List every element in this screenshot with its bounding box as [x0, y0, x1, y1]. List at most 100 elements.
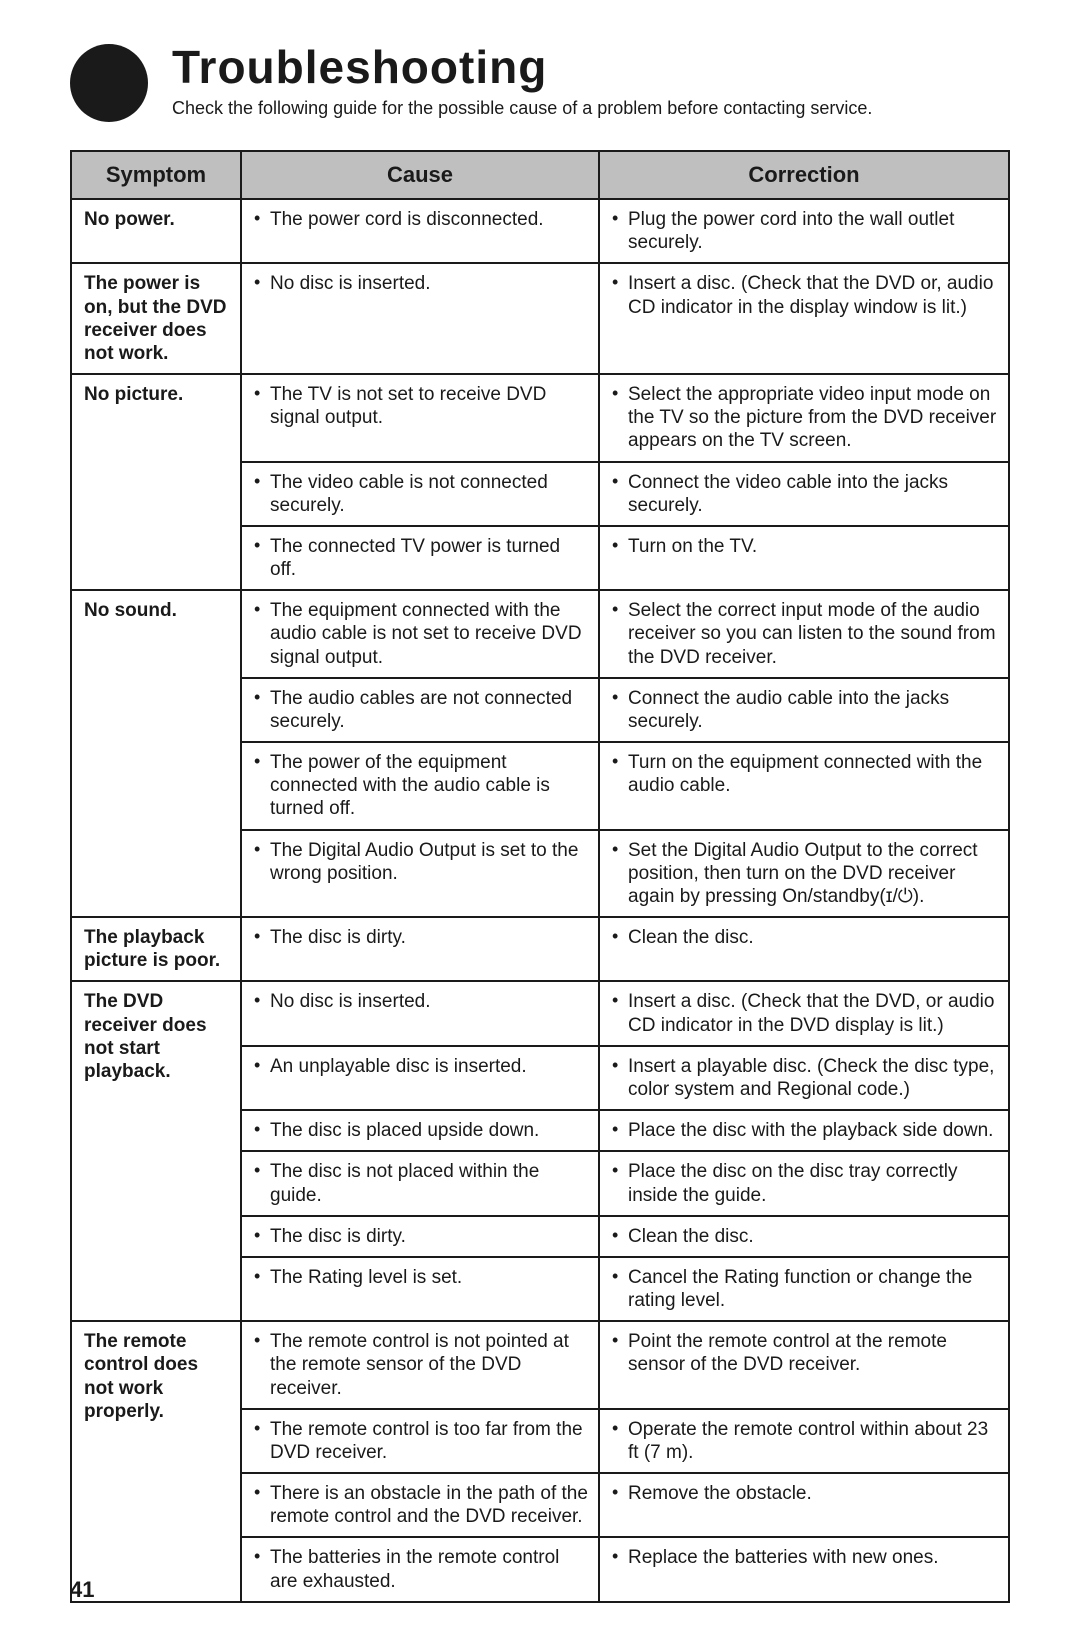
- table-row: The playback picture is poor. The disc is…: [71, 917, 1009, 981]
- correction-text: Place the disc on the disc tray correctl…: [612, 1160, 998, 1206]
- correction-cell: Insert a disc. (Check that the DVD, or a…: [599, 981, 1009, 1045]
- correction-cell: Turn on the equipment connected with the…: [599, 742, 1009, 830]
- correction-cell: Operate the remote control within about …: [599, 1409, 1009, 1473]
- correction-cell: Point the remote control at the remote s…: [599, 1321, 1009, 1409]
- page: Troubleshooting Check the following guid…: [0, 0, 1080, 1633]
- cause-cell: The power of the equipment connected wit…: [241, 742, 599, 830]
- table-body: No power.The power cord is disconnected.…: [71, 199, 1009, 1602]
- correction-text: Connect the video cable into the jacks s…: [612, 471, 998, 517]
- header-row: Troubleshooting Check the following guid…: [70, 40, 1010, 122]
- cause-text: The TV is not set to receive DVD signal …: [254, 383, 588, 429]
- correction-text: Select the appropriate video input mode …: [612, 383, 998, 453]
- cause-text: The equipment connected with the audio c…: [254, 599, 588, 669]
- cause-cell: The equipment connected with the audio c…: [241, 590, 599, 678]
- symptom-cell: The remote control does not work properl…: [71, 1321, 241, 1602]
- page-title: Troubleshooting: [172, 40, 1010, 94]
- cause-cell: The TV is not set to receive DVD signal …: [241, 374, 599, 462]
- symptom-cell: No sound.: [71, 590, 241, 917]
- page-number: 41: [70, 1577, 94, 1603]
- col-cause: Cause: [241, 151, 599, 199]
- correction-text: Operate the remote control within about …: [612, 1418, 998, 1464]
- correction-cell: Turn on the TV.: [599, 526, 1009, 590]
- symptom-cell: The playback picture is poor.: [71, 917, 241, 981]
- correction-cell: Select the appropriate video input mode …: [599, 374, 1009, 462]
- symptom-cell: No picture.: [71, 374, 241, 590]
- correction-cell: Connect the video cable into the jacks s…: [599, 462, 1009, 526]
- table-row: The DVD receiver does not start playback…: [71, 981, 1009, 1045]
- cause-text: No disc is inserted.: [254, 990, 588, 1013]
- correction-text: Remove the obstacle.: [612, 1482, 998, 1505]
- correction-text: Turn on the TV.: [612, 535, 998, 558]
- cause-text: An unplayable disc is inserted.: [254, 1055, 588, 1078]
- correction-cell: Plug the power cord into the wall outlet…: [599, 199, 1009, 263]
- page-subtitle: Check the following guide for the possib…: [172, 98, 1010, 119]
- correction-text: Replace the batteries with new ones.: [612, 1546, 998, 1569]
- cause-text: The disc is not placed within the guide.: [254, 1160, 588, 1206]
- cause-cell: The disc is dirty.: [241, 917, 599, 981]
- cause-cell: The disc is placed upside down.: [241, 1110, 599, 1151]
- cause-text: No disc is inserted.: [254, 272, 588, 295]
- table-row: The power is on, but the DVD receiver do…: [71, 263, 1009, 374]
- correction-cell: Place the disc on the disc tray correctl…: [599, 1151, 1009, 1215]
- correction-cell: Insert a disc. (Check that the DVD or, a…: [599, 263, 1009, 374]
- col-symptom: Symptom: [71, 151, 241, 199]
- correction-text: Place the disc with the playback side do…: [612, 1119, 998, 1142]
- correction-text: Select the correct input mode of the aud…: [612, 599, 998, 669]
- cause-cell: The disc is dirty.: [241, 1216, 599, 1257]
- cause-text: The remote control is too far from the D…: [254, 1418, 588, 1464]
- correction-text: Insert a disc. (Check that the DVD or, a…: [612, 272, 998, 318]
- correction-cell: Set the Digital Audio Output to the corr…: [599, 830, 1009, 918]
- table-row: The remote control does not work properl…: [71, 1321, 1009, 1409]
- correction-cell: Remove the obstacle.: [599, 1473, 1009, 1537]
- correction-text: Set the Digital Audio Output to the corr…: [612, 839, 998, 909]
- correction-cell: Select the correct input mode of the aud…: [599, 590, 1009, 678]
- cause-text: The connected TV power is turned off.: [254, 535, 588, 581]
- cause-cell: The audio cables are not connected secur…: [241, 678, 599, 742]
- cause-cell: The Rating level is set.: [241, 1257, 599, 1321]
- cause-cell: The remote control is not pointed at the…: [241, 1321, 599, 1409]
- cause-cell: The connected TV power is turned off.: [241, 526, 599, 590]
- correction-cell: Clean the disc.: [599, 917, 1009, 981]
- cause-cell: The power cord is disconnected.: [241, 199, 599, 263]
- cause-cell: An unplayable disc is inserted.: [241, 1046, 599, 1110]
- cause-cell: The batteries in the remote control are …: [241, 1537, 599, 1601]
- cause-text: The disc is dirty.: [254, 1225, 588, 1248]
- bullet-icon: [70, 44, 148, 122]
- header-text: Troubleshooting Check the following guid…: [172, 40, 1010, 119]
- correction-cell: Cancel the Rating function or change the…: [599, 1257, 1009, 1321]
- correction-text: Turn on the equipment connected with the…: [612, 751, 998, 797]
- symptom-cell: The DVD receiver does not start playback…: [71, 981, 241, 1321]
- correction-cell: Connect the audio cable into the jacks s…: [599, 678, 1009, 742]
- correction-cell: Insert a playable disc. (Check the disc …: [599, 1046, 1009, 1110]
- cause-cell: There is an obstacle in the path of the …: [241, 1473, 599, 1537]
- symptom-cell: No power.: [71, 199, 241, 263]
- table-row: No picture.The TV is not set to receive …: [71, 374, 1009, 462]
- cause-text: There is an obstacle in the path of the …: [254, 1482, 588, 1528]
- correction-cell: Place the disc with the playback side do…: [599, 1110, 1009, 1151]
- correction-text: Insert a disc. (Check that the DVD, or a…: [612, 990, 998, 1036]
- correction-text: Clean the disc.: [612, 1225, 998, 1248]
- cause-text: The disc is dirty.: [254, 926, 588, 949]
- correction-text: Plug the power cord into the wall outlet…: [612, 208, 998, 254]
- cause-text: The remote control is not pointed at the…: [254, 1330, 588, 1400]
- cause-cell: The Digital Audio Output is set to the w…: [241, 830, 599, 918]
- cause-cell: The disc is not placed within the guide.: [241, 1151, 599, 1215]
- col-correction: Correction: [599, 151, 1009, 199]
- symptom-cell: The power is on, but the DVD receiver do…: [71, 263, 241, 374]
- cause-text: The Rating level is set.: [254, 1266, 588, 1289]
- table-row: No power.The power cord is disconnected.…: [71, 199, 1009, 263]
- cause-text: The Digital Audio Output is set to the w…: [254, 839, 588, 885]
- correction-cell: Clean the disc.: [599, 1216, 1009, 1257]
- cause-cell: The video cable is not connected securel…: [241, 462, 599, 526]
- correction-cell: Replace the batteries with new ones.: [599, 1537, 1009, 1601]
- cause-text: The audio cables are not connected secur…: [254, 687, 588, 733]
- cause-text: The video cable is not connected securel…: [254, 471, 588, 517]
- cause-text: The disc is placed upside down.: [254, 1119, 588, 1142]
- cause-cell: The remote control is too far from the D…: [241, 1409, 599, 1473]
- table-row: No sound.The equipment connected with th…: [71, 590, 1009, 678]
- cause-text: The batteries in the remote control are …: [254, 1546, 588, 1592]
- table-head: Symptom Cause Correction: [71, 151, 1009, 199]
- correction-text: Clean the disc.: [612, 926, 998, 949]
- correction-text: Connect the audio cable into the jacks s…: [612, 687, 998, 733]
- correction-text: Cancel the Rating function or change the…: [612, 1266, 998, 1312]
